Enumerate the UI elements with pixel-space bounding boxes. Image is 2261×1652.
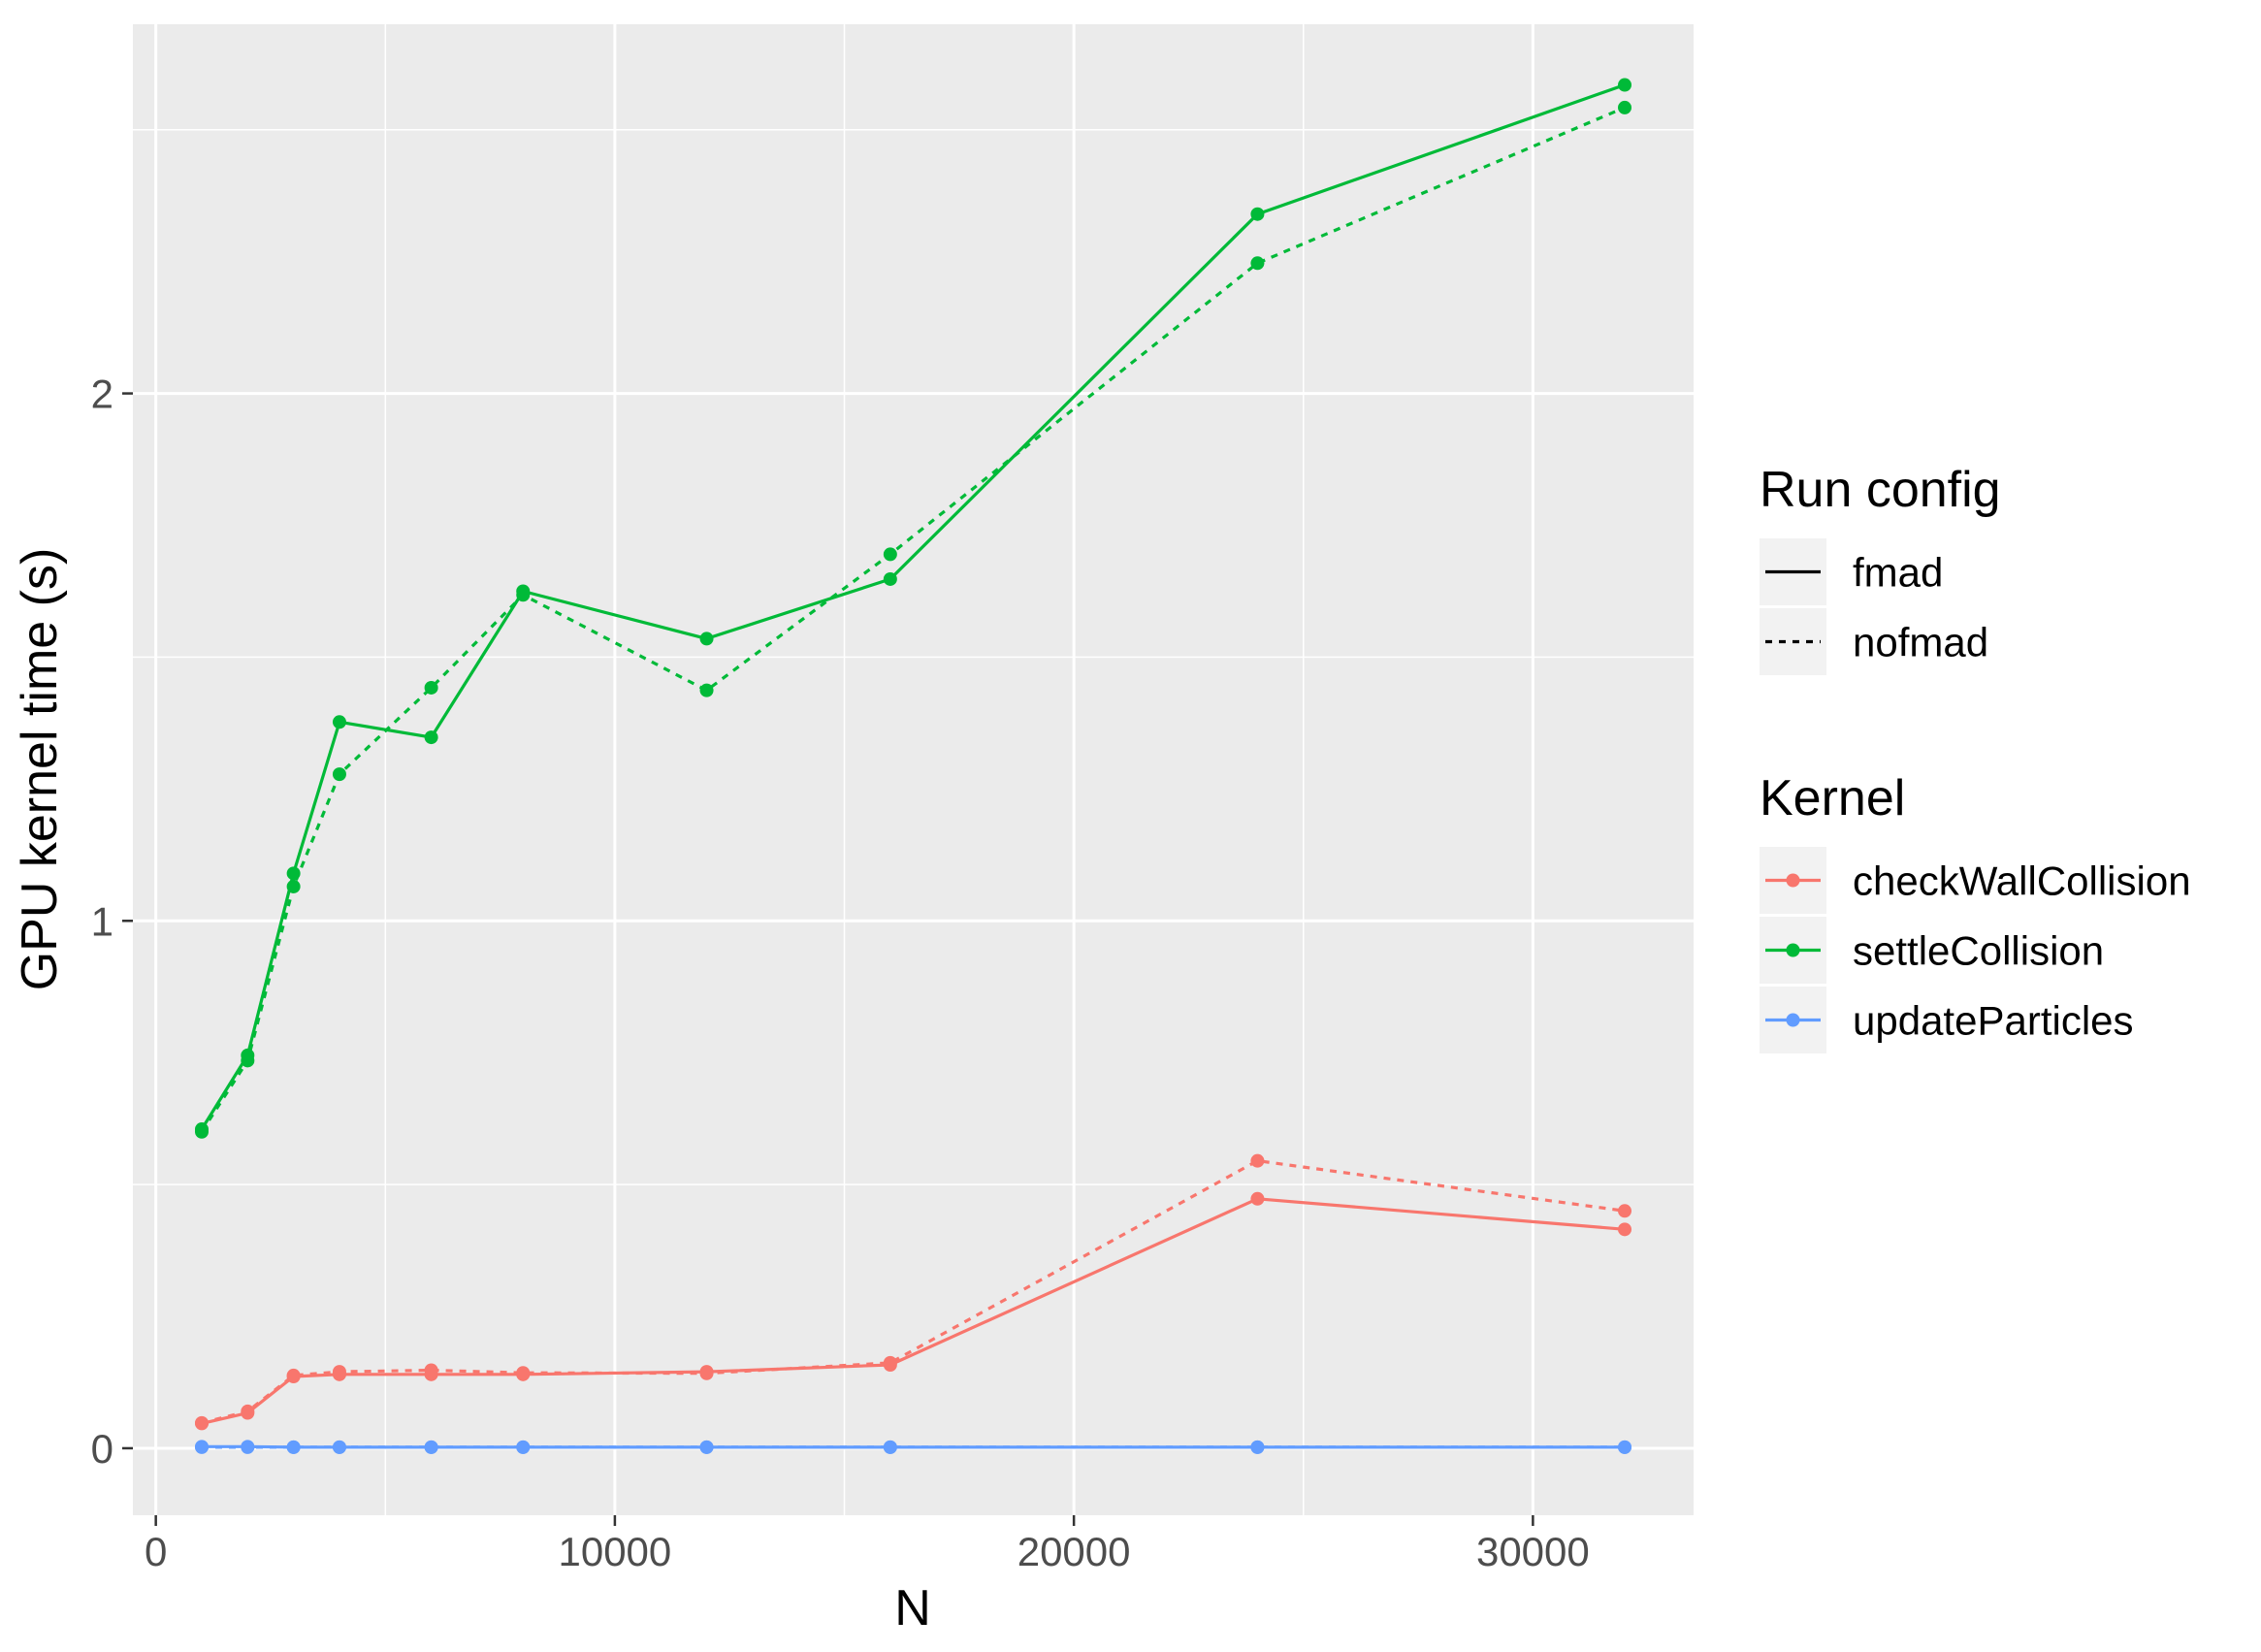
data-point — [883, 1440, 897, 1454]
grid-minor — [133, 24, 1694, 1515]
data-point — [1250, 207, 1265, 221]
series-line — [201, 1197, 1626, 1425]
series-settleCollision-nofmad — [194, 100, 1632, 1139]
data-point — [424, 1363, 438, 1377]
x-axis: 0 10000 20000 30000 — [145, 1515, 1590, 1574]
x-axis-title: N — [894, 1580, 931, 1636]
legend-label: nofmad — [1853, 620, 1988, 665]
legend-title: Kernel — [1760, 770, 1905, 826]
data-point — [883, 1355, 897, 1370]
data-point — [194, 1124, 209, 1139]
plot-panel — [133, 24, 1694, 1515]
legend-label: settleCollision — [1853, 928, 2104, 974]
data-point — [883, 571, 897, 586]
data-point — [286, 1368, 301, 1382]
data-point — [194, 1440, 209, 1454]
x-tick-label: 10000 — [558, 1529, 671, 1574]
data-point — [424, 1440, 438, 1454]
data-point — [332, 1365, 346, 1379]
data-point — [699, 1366, 714, 1380]
series-line — [200, 82, 1626, 1130]
data-point — [332, 715, 346, 729]
legend: Run config fmad nofmad Kernel checkWallColli… — [1760, 462, 2191, 1053]
data-point — [286, 879, 301, 893]
data-point — [1250, 1191, 1265, 1206]
data-point — [1250, 1153, 1265, 1168]
data-point — [699, 683, 714, 697]
x-tick-label: 30000 — [1476, 1529, 1590, 1574]
data-point — [286, 1440, 301, 1454]
data-point — [516, 1366, 531, 1380]
data-point — [883, 547, 897, 562]
y-tick-label: 0 — [91, 1426, 113, 1472]
data-point — [1618, 100, 1632, 114]
data-point — [194, 1415, 209, 1430]
data-point — [1250, 256, 1265, 271]
legend-key-point — [1786, 873, 1800, 888]
data-point — [1250, 1440, 1265, 1454]
y-axis: 0 1 2 — [91, 372, 133, 1472]
legend-label: updateParticles — [1853, 998, 2134, 1044]
data-point — [241, 1404, 255, 1418]
series-line — [201, 1158, 1626, 1425]
y-tick-label: 1 — [91, 898, 113, 944]
data-point — [1618, 1204, 1632, 1218]
legend-key-point — [1786, 1013, 1800, 1027]
legend-label: checkWallCollision — [1853, 858, 2191, 904]
data-point — [424, 730, 438, 745]
legend-key-point — [1786, 943, 1800, 957]
data-point — [516, 588, 531, 602]
data-point — [1618, 1222, 1632, 1237]
series-updateParticles-nofmad — [194, 1440, 1632, 1454]
legend-group-kernel: Kernel checkWallCollision settleCollision u… — [1760, 770, 2191, 1053]
data-point — [699, 1440, 714, 1454]
data-point — [1618, 78, 1632, 92]
data-point — [699, 632, 714, 646]
data-point — [424, 680, 438, 695]
y-axis-title: GPU kernel time (s) — [12, 548, 68, 991]
series-layer — [194, 78, 1632, 1454]
x-tick-label: 0 — [145, 1529, 167, 1574]
data-point — [1618, 1440, 1632, 1454]
data-point — [332, 767, 346, 782]
data-point — [332, 1440, 346, 1454]
y-tick-label: 2 — [91, 372, 113, 417]
data-point — [241, 1053, 255, 1068]
legend-title: Run config — [1760, 462, 2001, 518]
data-point — [241, 1440, 255, 1454]
legend-group-run-config: Run config fmad nofmad — [1760, 462, 2001, 675]
x-tick-label: 20000 — [1017, 1529, 1131, 1574]
data-point — [516, 1440, 531, 1454]
legend-label: fmad — [1853, 550, 1943, 596]
series-checkWallCollision-nofmad — [194, 1153, 1632, 1430]
